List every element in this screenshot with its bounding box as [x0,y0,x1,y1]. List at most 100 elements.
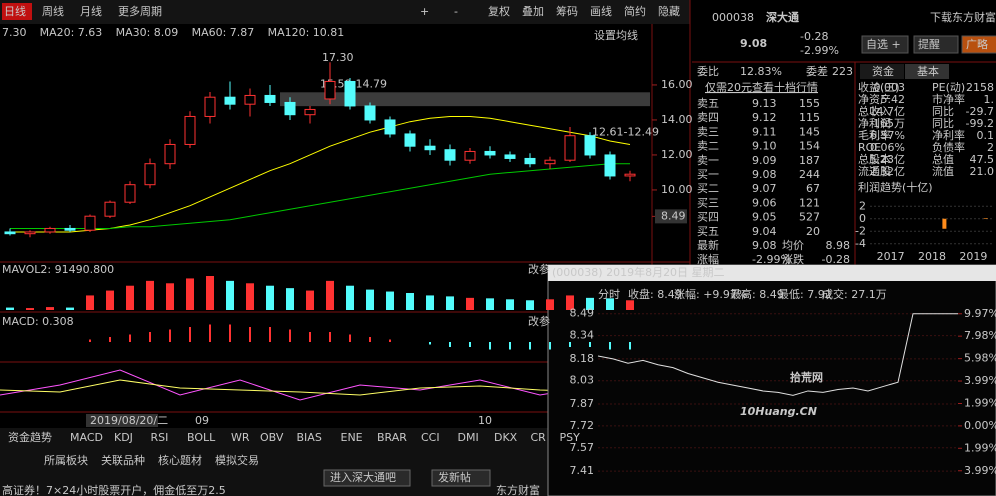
macd-header: MACD: 0.308 [2,315,74,328]
indicator-tab[interactable]: DMI [458,431,479,444]
indicator-tab[interactable]: RSI [151,431,169,444]
y2-tick-label: 1.99% [964,397,996,410]
tool-button[interactable]: - [454,5,458,18]
indicator-tab[interactable]: MACD [70,431,103,444]
panel-tag[interactable]: 改参 [528,314,550,328]
fund-item: 市净率 [932,92,965,106]
y-tick-label: 8.03 [570,374,595,387]
fund-item: 21.0 [970,165,995,178]
trend-tick: 0 [859,212,866,225]
candle-body [524,157,536,165]
indicator-tab[interactable]: BIAS [297,431,322,444]
indicator-tab[interactable]: KDJ [114,431,133,444]
action-label[interactable]: 自选 + [866,38,901,51]
button-label[interactable]: 进入深大通吧 [330,470,396,484]
period-tab[interactable]: 周线 [42,4,64,18]
indicator-tab[interactable]: DKX [494,431,518,444]
volume-bar [626,300,634,310]
order-label: 卖二 [697,140,719,153]
fund-tab[interactable] [860,64,904,79]
tool-button[interactable]: 复权 [488,4,510,18]
indicator-tab[interactable]: BOLL [187,431,216,444]
action-label[interactable]: 提醒 [918,38,940,51]
indicator-tab[interactable]: OBV [260,431,284,444]
y-tick-label: 10.00 [661,183,693,196]
order-volume: 67 [806,182,820,195]
fund-item: 总值 [932,152,954,166]
info-tab[interactable]: 模拟交易 [215,453,259,467]
order-price: 9.11 [752,125,777,138]
tool-button[interactable]: 画线 [590,4,612,18]
volume-bar [366,289,374,310]
volume-bar [606,298,614,310]
tool-button[interactable]: 叠加 [522,5,544,18]
ratio-item: 委比 [697,65,719,78]
candle-body [544,159,556,165]
indicator-tab[interactable]: CR [531,431,547,444]
indicator-tab[interactable]: 资金趋势 [8,430,52,444]
action-button[interactable] [861,35,909,54]
status-text: 高证券！7×24小时股票开户，佣金低至万2.5 [2,483,226,496]
intraday-header: 分时 [598,288,620,301]
indicator-tab[interactable]: CCI [421,431,440,444]
promo-link[interactable]: 仅需20元查看十档行情 [705,80,818,94]
panel-tag[interactable]: 改参 [528,262,550,276]
tool-button[interactable]: 筹码 [556,4,578,18]
stock-code: 000038 [712,11,754,24]
period-tab[interactable]: 日线 [4,4,26,18]
indicator-tab[interactable]: WR [231,431,250,444]
download-link[interactable]: 下载东方财富 [930,10,996,24]
info-tab[interactable]: 核心题材 [158,453,202,467]
tool-button[interactable]: 隐藏 [658,5,680,18]
volume-bar [246,283,254,310]
fund-item: ROE [858,141,881,154]
order-volume: 154 [799,140,820,153]
candle-body [384,119,396,135]
info-tab[interactable]: 所属板块 [44,453,88,467]
fund-tab[interactable] [905,64,949,79]
indicator-tab[interactable]: PSY [560,431,581,444]
order-price: 9.05 [752,211,777,224]
fund-item: 收益(三) [858,80,900,94]
ma-legend: MA20: 7.63 [40,26,103,39]
order-label: 卖四 [697,111,719,124]
y2-tick-label: 3.99% [964,464,996,477]
order-volume: 155 [799,97,820,110]
indicator-tab[interactable]: ENE [341,431,363,444]
ratio-item: 12.83% [740,65,782,78]
info-tab[interactable]: 关联品种 [101,453,145,467]
tool-button[interactable]: + [420,5,429,18]
volume-bar [86,295,94,310]
fund-tab-label[interactable]: 资金 [872,64,894,78]
candle-body [424,145,436,151]
ratio-item: 223 [832,65,853,78]
trend-tick: -4 [855,237,866,250]
volume-bar [66,307,74,310]
button-label[interactable]: 发新帖 [438,470,471,484]
fund-item: PE(动) [932,81,965,94]
trend-year: 2019 [959,250,987,263]
period-tab[interactable]: 更多周期 [118,4,162,18]
period-tab[interactable]: 月线 [80,4,102,18]
candle-body [604,154,616,177]
tool-button[interactable]: 简约 [624,4,646,18]
trend-bar [942,218,947,229]
button[interactable] [323,469,411,487]
volume-bar [566,295,574,310]
action-button[interactable] [913,35,959,54]
settings-label[interactable]: 设置均线 [594,28,638,42]
candle-body [224,96,236,105]
button[interactable] [431,469,491,487]
action-button[interactable] [961,35,996,54]
volume-bar [126,285,134,310]
order-price: 9.12 [752,111,777,124]
fund-tab-label[interactable]: 基本 [917,64,939,78]
candle-body [244,94,256,105]
fund-item: -29.7 [966,105,994,118]
candle-body [24,231,36,235]
candle-body [164,143,176,165]
action-label[interactable]: 广略 [966,37,988,51]
y-tick-label: 7.41 [570,464,595,477]
indicator-tab[interactable]: BRAR [377,431,407,444]
